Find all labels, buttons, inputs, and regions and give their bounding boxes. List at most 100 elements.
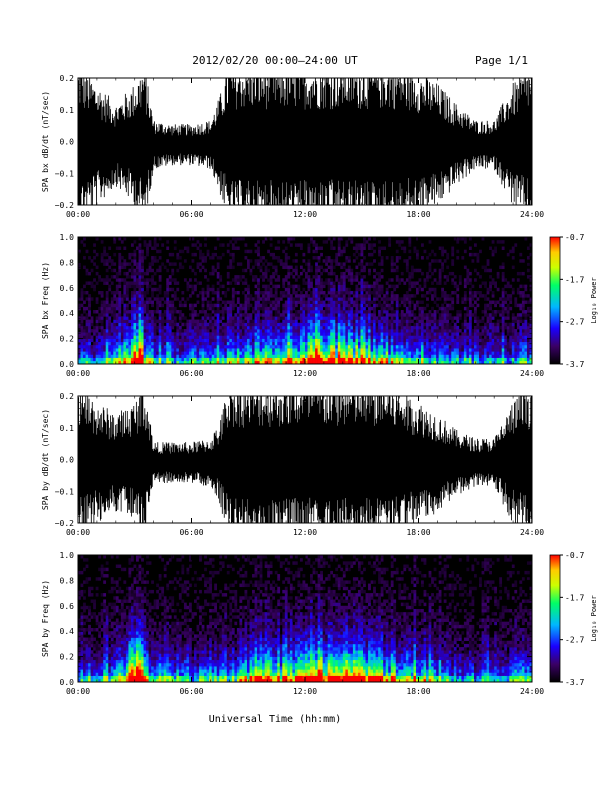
- spectrogram-cell: [381, 329, 384, 332]
- spectrogram-cell: [126, 304, 129, 307]
- spectrogram-cell: [340, 345, 343, 348]
- spectrogram-cell: [474, 348, 477, 351]
- spectrogram-cell: [217, 320, 220, 323]
- spectrogram-cell: [406, 259, 409, 262]
- spectrogram-cell: [285, 329, 288, 332]
- spectrogram-cell: [398, 342, 401, 345]
- spectrogram-cell: [466, 335, 469, 338]
- spectrogram-cell: [159, 348, 162, 351]
- spectrogram-cell: [88, 256, 91, 259]
- spectrogram-cell: [522, 326, 525, 329]
- spectrogram-cell: [502, 288, 505, 291]
- spectrogram-cell: [444, 323, 447, 326]
- spectrogram-cell: [308, 320, 311, 323]
- spectrogram-cell: [295, 285, 298, 288]
- spectrogram-cell: [330, 332, 333, 335]
- spectrogram-cell: [431, 259, 434, 262]
- spectrogram-cell: [244, 307, 247, 310]
- spectrogram-cell: [464, 329, 467, 332]
- spectrogram-cell: [131, 313, 134, 316]
- spectrogram-cell: [81, 358, 84, 361]
- spectrogram-cell: [229, 262, 232, 265]
- spectrogram-cell: [411, 313, 414, 316]
- spectrogram-cell: [431, 250, 434, 253]
- spectrogram-cell: [368, 351, 371, 354]
- spectrogram-cell: [277, 339, 280, 342]
- spectrogram-cell: [492, 329, 495, 332]
- spectrogram-cell: [237, 313, 240, 316]
- spectrogram-cell: [401, 240, 404, 243]
- spectrogram-cell: [118, 329, 121, 332]
- spectrogram-cell: [141, 307, 144, 310]
- spectrogram-cell: [434, 348, 437, 351]
- spectrogram-cell: [403, 332, 406, 335]
- spectrogram-cell: [242, 291, 245, 294]
- spectrogram-cell: [255, 294, 258, 297]
- spectrogram-cell: [98, 345, 101, 348]
- spectrogram-cell: [86, 354, 89, 357]
- spectrogram-cell: [262, 304, 265, 307]
- spectrogram-cell: [234, 281, 237, 284]
- spectrogram-cell: [83, 285, 86, 288]
- spectrogram-cell: [363, 310, 366, 313]
- spectrogram-cell: [149, 310, 152, 313]
- spectrogram-cell: [232, 320, 235, 323]
- spectrogram-cell: [411, 348, 414, 351]
- spectrogram-cell: [386, 323, 389, 326]
- spectrogram-cell: [391, 259, 394, 262]
- spectrogram-cell: [416, 304, 419, 307]
- spectrogram-cell: [419, 313, 422, 316]
- spectrogram-cell: [358, 339, 361, 342]
- spectrogram-cell: [275, 288, 278, 291]
- spectrogram-cell: [282, 291, 285, 294]
- spectrogram-cell: [376, 316, 379, 319]
- spectrogram-cell: [255, 285, 258, 288]
- spectrogram-cell: [154, 358, 157, 361]
- spectrogram-cell: [151, 262, 154, 265]
- spectrogram-cell: [126, 291, 129, 294]
- spectrogram-cell: [406, 313, 409, 316]
- spectrogram-cell: [474, 354, 477, 357]
- spectrogram-cell: [436, 281, 439, 284]
- spectrogram-cell: [345, 275, 348, 278]
- spectrogram-cell: [98, 358, 101, 361]
- spectrogram-cell: [466, 326, 469, 329]
- spectrogram-cell: [315, 339, 318, 342]
- spectrogram-cell: [388, 345, 391, 348]
- spectrogram-cell: [136, 339, 139, 342]
- spectrogram-cell: [189, 313, 192, 316]
- spectrogram-cell: [126, 348, 129, 351]
- spectrogram-cell: [161, 345, 164, 348]
- spectrogram-cell: [244, 301, 247, 304]
- spectrogram-cell: [378, 291, 381, 294]
- spectrogram-cell: [471, 339, 474, 342]
- spectrogram-cell: [169, 345, 172, 348]
- spectrogram-cell: [421, 316, 424, 319]
- spectrogram-cell: [285, 275, 288, 278]
- spectrogram-cell: [308, 259, 311, 262]
- spectrogram-cell: [209, 345, 212, 348]
- spectrogram-cell: [154, 240, 157, 243]
- spectrogram-cell: [487, 304, 490, 307]
- spectrogram-cell: [444, 275, 447, 278]
- spectrogram-cell: [358, 329, 361, 332]
- spectrogram-cell: [166, 323, 169, 326]
- spectrogram-cell: [335, 278, 338, 281]
- spectrogram-cell: [275, 326, 278, 329]
- spectrogram-cell: [315, 288, 318, 291]
- spectrogram-cell: [333, 297, 336, 300]
- spectrogram-cell: [366, 329, 369, 332]
- spectrogram-cell: [277, 326, 280, 329]
- spectrogram-cell: [297, 310, 300, 313]
- spectrogram-cell: [398, 240, 401, 243]
- spectrogram-cell: [81, 323, 84, 326]
- spectrogram-cell: [310, 291, 313, 294]
- spectrogram-cell: [83, 335, 86, 338]
- spectrogram-cell: [320, 351, 323, 354]
- spectrogram-cell: [348, 329, 351, 332]
- spectrogram-cell: [149, 301, 152, 304]
- spectrogram-cell: [154, 237, 157, 240]
- spectrogram-cell: [237, 281, 240, 284]
- x-tick-label: 00:00: [66, 210, 90, 219]
- spectrogram-cell: [426, 354, 429, 357]
